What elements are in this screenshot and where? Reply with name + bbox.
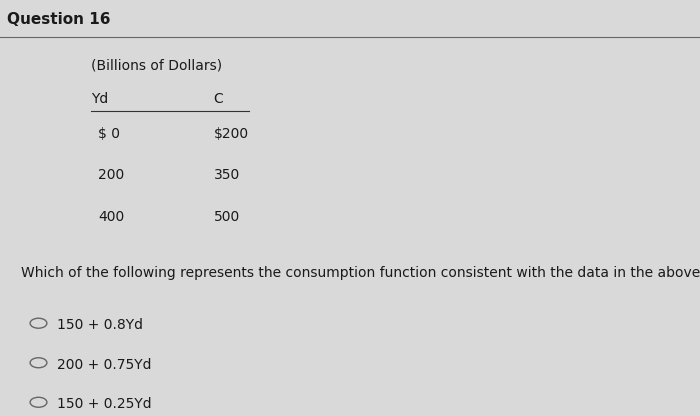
Text: $ 0: $ 0 (98, 127, 120, 141)
Text: 400: 400 (98, 210, 125, 224)
Text: Which of the following represents the consumption function consistent with the d: Which of the following represents the co… (21, 266, 700, 280)
Text: Yd: Yd (91, 92, 108, 106)
Text: 150 + 0.8Yd: 150 + 0.8Yd (57, 318, 144, 332)
Text: 200: 200 (98, 168, 125, 183)
Text: $200: $200 (214, 127, 248, 141)
Text: C: C (214, 92, 223, 106)
Text: (Billions of Dollars): (Billions of Dollars) (91, 58, 222, 72)
Text: 500: 500 (214, 210, 239, 224)
Text: 150 + 0.25Yd: 150 + 0.25Yd (57, 397, 152, 411)
Text: 350: 350 (214, 168, 239, 183)
Text: Question 16: Question 16 (7, 12, 111, 27)
Text: 200 + 0.75Yd: 200 + 0.75Yd (57, 358, 152, 372)
